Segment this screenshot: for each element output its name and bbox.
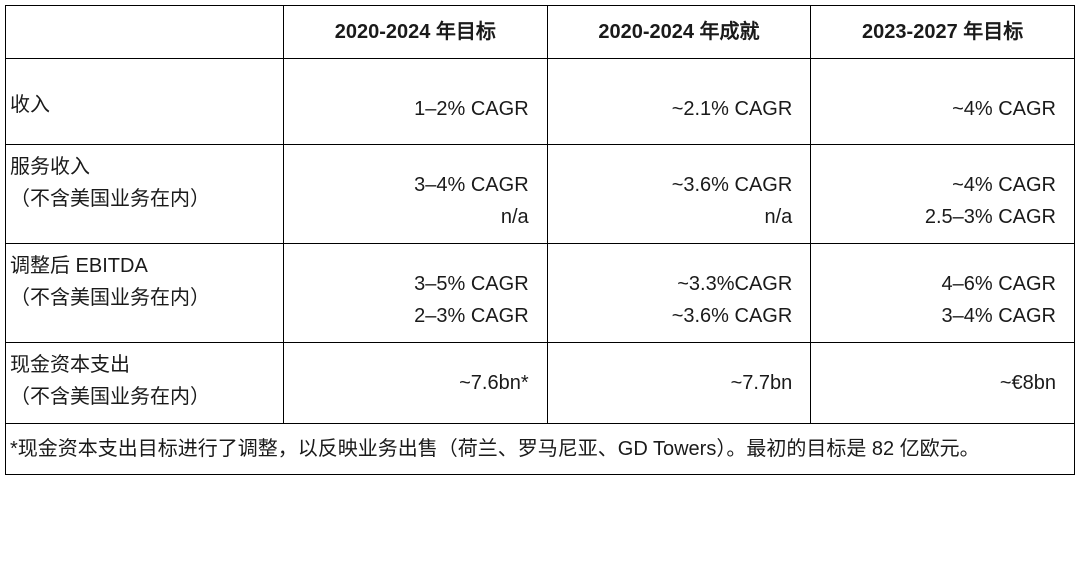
row-adj-ebitda-label: 调整后 EBITDA （不含美国业务在内） [6,244,284,343]
row-footnote: *现金资本支出目标进行了调整，以反映业务出售（荷兰、罗马尼亚、GD Towers… [6,424,1075,475]
row-adj-ebitda-col2-line2: ~3.6% CAGR [558,300,793,332]
row-capex-label-sub: （不含美国业务在内） [10,381,273,413]
footnote-cell: *现金资本支出目标进行了调整，以反映业务出售（荷兰、罗马尼亚、GD Towers… [6,424,1075,475]
row-revenue-label-text: 收入 [10,94,50,116]
row-service-revenue-col3-line1: ~4% CAGR [821,169,1056,201]
row-service-revenue-col3-line2: 2.5–3% CAGR [821,201,1056,233]
row-service-revenue-col1: 3–4% CAGR n/a [283,145,547,244]
row-capex-col1-line1: ~7.6bn* [294,367,529,399]
col-header-target-2020-2024: 2020-2024 年目标 [283,6,547,59]
row-revenue-col1: 1–2% CAGR [283,59,547,145]
row-adj-ebitda-col3: 4–6% CAGR 3–4% CAGR [811,244,1075,343]
row-capex: 现金资本支出 （不含美国业务在内） ~7.6bn* ~7.7bn ~€8bn [6,343,1075,424]
row-service-revenue-col1-line1: 3–4% CAGR [294,169,529,201]
row-capex-col2-line1: ~7.7bn [558,367,793,399]
row-adj-ebitda-label-main: 调整后 EBITDA [10,255,148,277]
row-adj-ebitda: 调整后 EBITDA （不含美国业务在内） 3–5% CAGR 2–3% CAG… [6,244,1075,343]
row-adj-ebitda-col2: ~3.3%CAGR ~3.6% CAGR [547,244,811,343]
row-service-revenue-col3: ~4% CAGR 2.5–3% CAGR [811,145,1075,244]
row-revenue-col1-line1: 1–2% CAGR [294,93,529,125]
table-header-row: 2020-2024 年目标 2020-2024 年成就 2023-2027 年目… [6,6,1075,59]
row-service-revenue-col2: ~3.6% CAGR n/a [547,145,811,244]
row-adj-ebitda-col1-line1: 3–5% CAGR [294,268,529,300]
row-revenue-col3: ~4% CAGR [811,59,1075,145]
row-adj-ebitda-col2-line1: ~3.3%CAGR [558,268,793,300]
row-revenue-label: 收入 [6,59,284,145]
row-adj-ebitda-col3-line1: 4–6% CAGR [821,268,1056,300]
target-table-container: 2020-2024 年目标 2020-2024 年成就 2023-2027 年目… [5,5,1075,475]
row-adj-ebitda-col1: 3–5% CAGR 2–3% CAGR [283,244,547,343]
row-revenue-col3-line1: ~4% CAGR [821,93,1056,125]
row-capex-label: 现金资本支出 （不含美国业务在内） [6,343,284,424]
row-service-revenue-col1-line2: n/a [294,201,529,233]
row-service-revenue: 服务收入 （不含美国业务在内） 3–4% CAGR n/a ~3.6% CAGR… [6,145,1075,244]
row-service-revenue-col2-line1: ~3.6% CAGR [558,169,793,201]
row-adj-ebitda-label-sub: （不含美国业务在内） [10,282,273,314]
row-adj-ebitda-col3-line2: 3–4% CAGR [821,300,1056,332]
row-revenue: 收入 1–2% CAGR ~2.1% CAGR ~4% CAGR [6,59,1075,145]
col-header-achievement-2020-2024: 2020-2024 年成就 [547,6,811,59]
row-capex-col3: ~€8bn [811,343,1075,424]
row-capex-label-main: 现金资本支出 [10,354,130,376]
col-header-target-2023-2027: 2023-2027 年目标 [811,6,1075,59]
row-capex-col2: ~7.7bn [547,343,811,424]
row-capex-col3-line1: ~€8bn [821,367,1056,399]
row-capex-col1: ~7.6bn* [283,343,547,424]
row-service-revenue-label-main: 服务收入 [10,156,90,178]
row-service-revenue-label: 服务收入 （不含美国业务在内） [6,145,284,244]
row-service-revenue-col2-line2: n/a [558,201,793,233]
row-adj-ebitda-col1-line2: 2–3% CAGR [294,300,529,332]
col-header-blank [6,6,284,59]
target-table: 2020-2024 年目标 2020-2024 年成就 2023-2027 年目… [5,5,1075,475]
row-revenue-col2: ~2.1% CAGR [547,59,811,145]
row-revenue-col2-line1: ~2.1% CAGR [558,93,793,125]
row-service-revenue-label-sub: （不含美国业务在内） [10,183,273,215]
